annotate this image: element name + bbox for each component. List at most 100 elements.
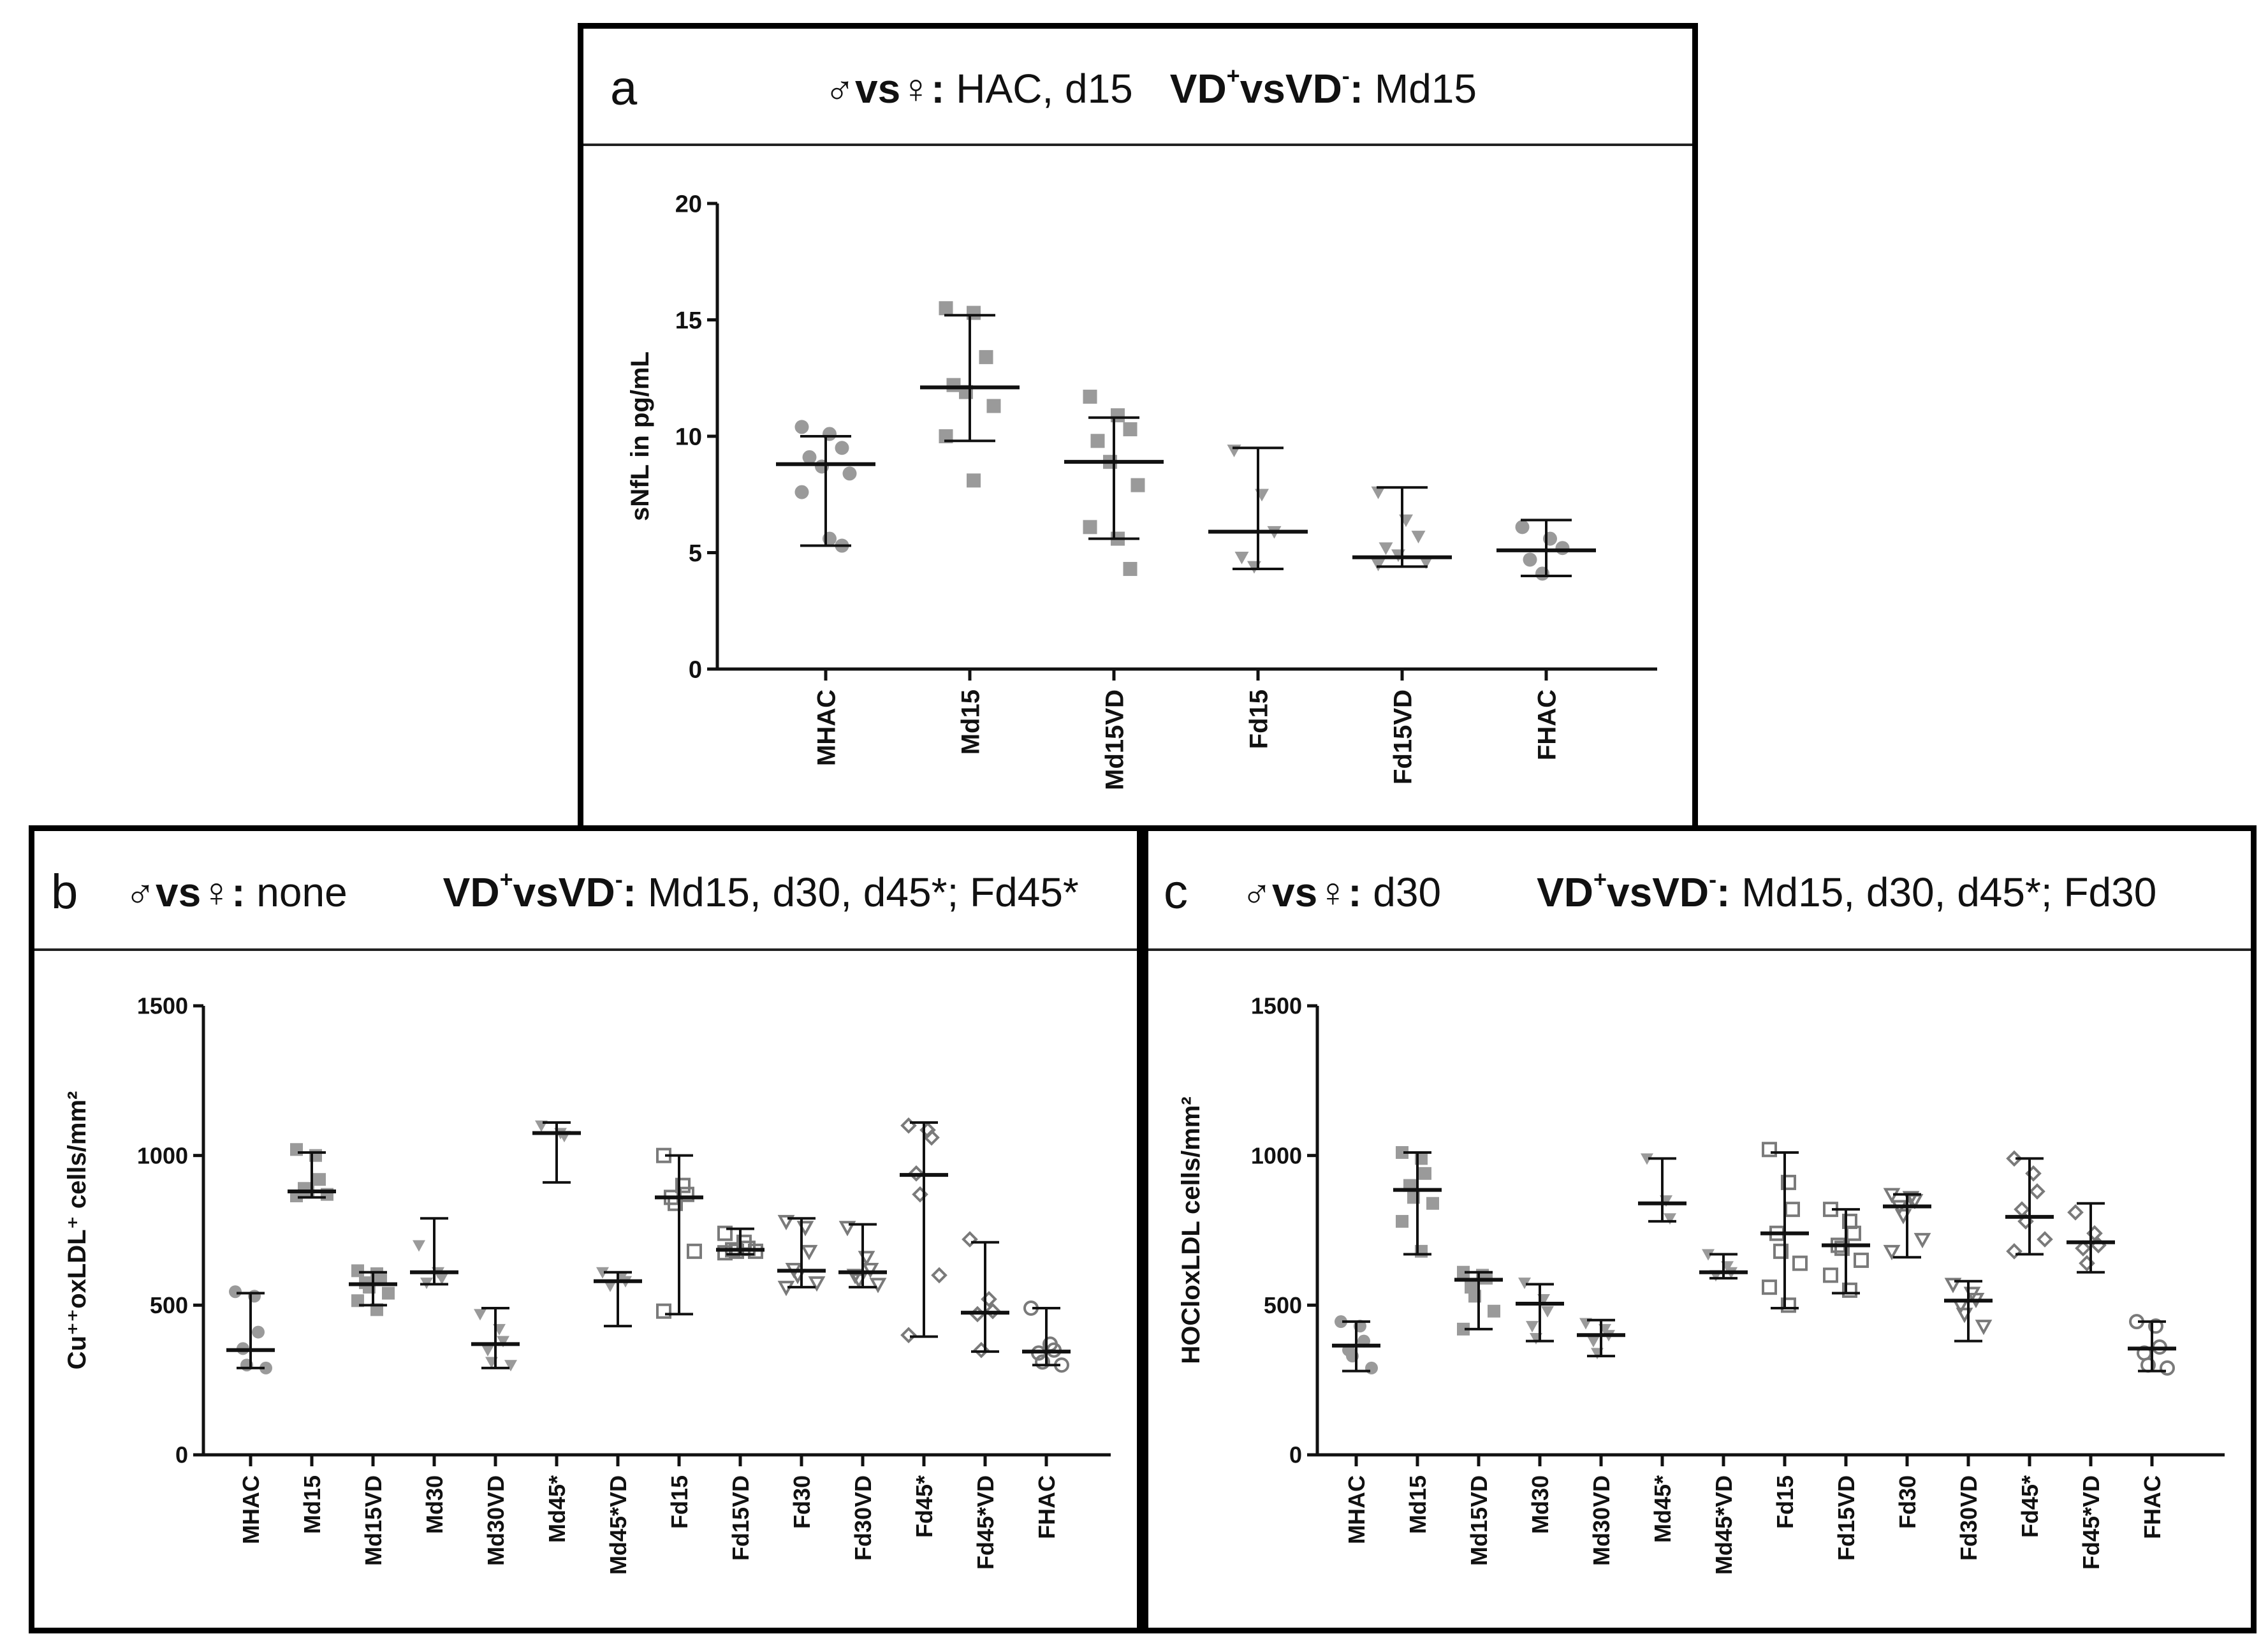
- data-point-fd15vd: [1823, 1267, 1838, 1283]
- data-point-md30vd: [474, 1309, 487, 1321]
- data-point-fd30vd: [861, 1263, 879, 1279]
- y-axis-label: Cu⁺⁺oxLDL⁺ cells/mm²: [63, 1091, 91, 1370]
- data-point-fd30vd: [1944, 1278, 1962, 1293]
- data-point-md30vd: [504, 1360, 517, 1372]
- x-tick-label-fhac: FHAC: [2139, 1475, 2165, 1539]
- data-point-mhac: [842, 466, 857, 481]
- data-point-md15: [290, 1143, 303, 1156]
- data-point-md15vd: [1123, 562, 1138, 577]
- data-point-fd45star: [2037, 1231, 2053, 1248]
- data-point-fd15: [656, 1303, 671, 1319]
- data-point-md15vd: [1488, 1304, 1500, 1318]
- y-axis-label: sNfL in pg/mL: [626, 351, 654, 521]
- panel-a-header: a ♂vs♀: HAC, d15 VD+vsVD-: Md15: [583, 29, 1692, 146]
- y-tick-label: 0: [1289, 1442, 1302, 1468]
- x-tick-label-fd45star: Fd45*: [911, 1475, 937, 1538]
- data-point-mhac: [1335, 1315, 1347, 1329]
- panel-c: c ♂vs♀: d30 VD+vsVD-: Md15, d30, d45*; Fd…: [1143, 825, 2257, 1633]
- x-tick-label-md45star: Md45*: [1650, 1475, 1676, 1543]
- x-tick-label-md15vd: Md15VD: [1101, 689, 1129, 790]
- data-point-md15: [1396, 1145, 1408, 1159]
- data-point-md15: [1419, 1167, 1431, 1180]
- x-tick-label-md30: Md30: [1527, 1475, 1553, 1534]
- y-tick-label: 15: [675, 307, 702, 334]
- data-point-md45star: [1641, 1153, 1653, 1165]
- data-point-mhac: [252, 1325, 265, 1339]
- y-axis-label: HOCloxLDL cells/mm²: [1177, 1096, 1205, 1364]
- data-point-md30: [435, 1273, 448, 1285]
- data-point-md15vd: [1123, 422, 1138, 437]
- x-tick-label-fd15vd: Fd15VD: [1833, 1475, 1859, 1561]
- data-point-md30vd: [497, 1336, 509, 1348]
- y-tick-label: 0: [175, 1442, 188, 1468]
- x-tick-label-fd15vd: Fd15VD: [1389, 689, 1417, 784]
- data-point-md45star: [1664, 1213, 1676, 1225]
- y-tick-label: 1500: [137, 993, 188, 1019]
- data-point-mhac: [1365, 1361, 1378, 1374]
- data-point-md45starvd: [604, 1280, 617, 1292]
- data-point-md30: [1526, 1321, 1539, 1333]
- data-point-md15: [979, 350, 993, 364]
- data-point-mhac: [229, 1285, 242, 1299]
- data-point-fhac: [1515, 520, 1530, 534]
- x-tick-label-mhac: MHAC: [1343, 1475, 1370, 1544]
- data-point-fd45starvd: [962, 1231, 978, 1248]
- panel-c-letter: c: [1164, 865, 1188, 919]
- data-point-md30vd: [1587, 1336, 1600, 1348]
- y-tick-label: 500: [1264, 1292, 1302, 1318]
- x-tick-label-mhac: MHAC: [812, 689, 840, 766]
- data-point-fd30: [1913, 1233, 1931, 1249]
- data-point-fd15: [675, 1177, 691, 1193]
- data-point-fd15vd: [717, 1225, 733, 1241]
- data-point-fd30: [800, 1244, 818, 1260]
- data-point-fhac: [2160, 1360, 2175, 1376]
- data-point-md15: [986, 399, 1001, 413]
- data-point-fd45star: [2029, 1183, 2045, 1200]
- x-tick-label-md45starvd: Md45*VD: [605, 1475, 631, 1575]
- data-point-fd15: [687, 1243, 702, 1259]
- y-tick-label: 1500: [1251, 993, 1302, 1019]
- data-point-md15vd: [1083, 520, 1097, 534]
- data-point-fd15vd: [717, 1245, 733, 1261]
- data-point-fd15vd: [1834, 1241, 1850, 1256]
- panel-a-title: ♂vs♀: HAC, d15 VD+vsVD-: Md15: [824, 63, 1477, 112]
- data-point-fd15vd: [1842, 1282, 1857, 1298]
- x-tick-label-md15vd: Md15VD: [360, 1475, 386, 1566]
- data-point-md15: [1396, 1214, 1408, 1228]
- data-point-fd15: [1227, 445, 1241, 457]
- data-point-md15vd: [382, 1286, 395, 1300]
- data-point-md15vd: [1083, 389, 1097, 404]
- data-point-fd15: [1781, 1297, 1796, 1313]
- data-point-md15vd: [351, 1264, 364, 1278]
- panel-b-title: ♂vs♀: none VD+vsVD-: Md15, d30, d45*; Fd4…: [125, 866, 1079, 915]
- y-tick-label: 10: [675, 424, 702, 450]
- x-tick-label-md30vd: Md30VD: [1588, 1475, 1614, 1566]
- x-tick-label-fd15: Fd15: [1772, 1475, 1798, 1529]
- data-point-fd45star: [2006, 1150, 2023, 1167]
- x-tick-label-md15vd: Md15VD: [1466, 1475, 1492, 1566]
- x-tick-label-fd30vd: Fd30VD: [1956, 1475, 1982, 1561]
- x-tick-label-md15: Md15: [1405, 1475, 1431, 1534]
- x-tick-label-fd15: Fd15: [1245, 689, 1273, 749]
- data-point-md15vd: [1457, 1265, 1470, 1279]
- data-point-fd15vd: [1371, 486, 1386, 499]
- data-point-fd15vd: [1371, 558, 1386, 571]
- y-tick-label: 5: [689, 540, 702, 567]
- data-point-md15: [946, 378, 961, 392]
- y-tick-label: 500: [150, 1292, 188, 1318]
- data-point-fd15: [1773, 1243, 1789, 1259]
- x-tick-label-fd45star: Fd45*: [2017, 1475, 2043, 1538]
- data-point-md15: [939, 301, 953, 316]
- x-tick-label-fd30: Fd30: [1894, 1475, 1920, 1529]
- data-point-fd45star: [900, 1327, 917, 1344]
- data-point-mhac: [794, 420, 809, 434]
- data-point-fhac: [1523, 552, 1537, 567]
- data-point-md15vd: [1130, 478, 1145, 492]
- y-tick-label: 1000: [1251, 1142, 1302, 1168]
- data-point-md45starvd: [1702, 1249, 1715, 1261]
- data-point-md30: [413, 1240, 425, 1252]
- x-tick-label-md15: Md15: [299, 1475, 325, 1534]
- data-point-md15: [967, 473, 981, 488]
- data-point-fd15: [1762, 1142, 1777, 1158]
- data-point-md15vd: [370, 1303, 383, 1316]
